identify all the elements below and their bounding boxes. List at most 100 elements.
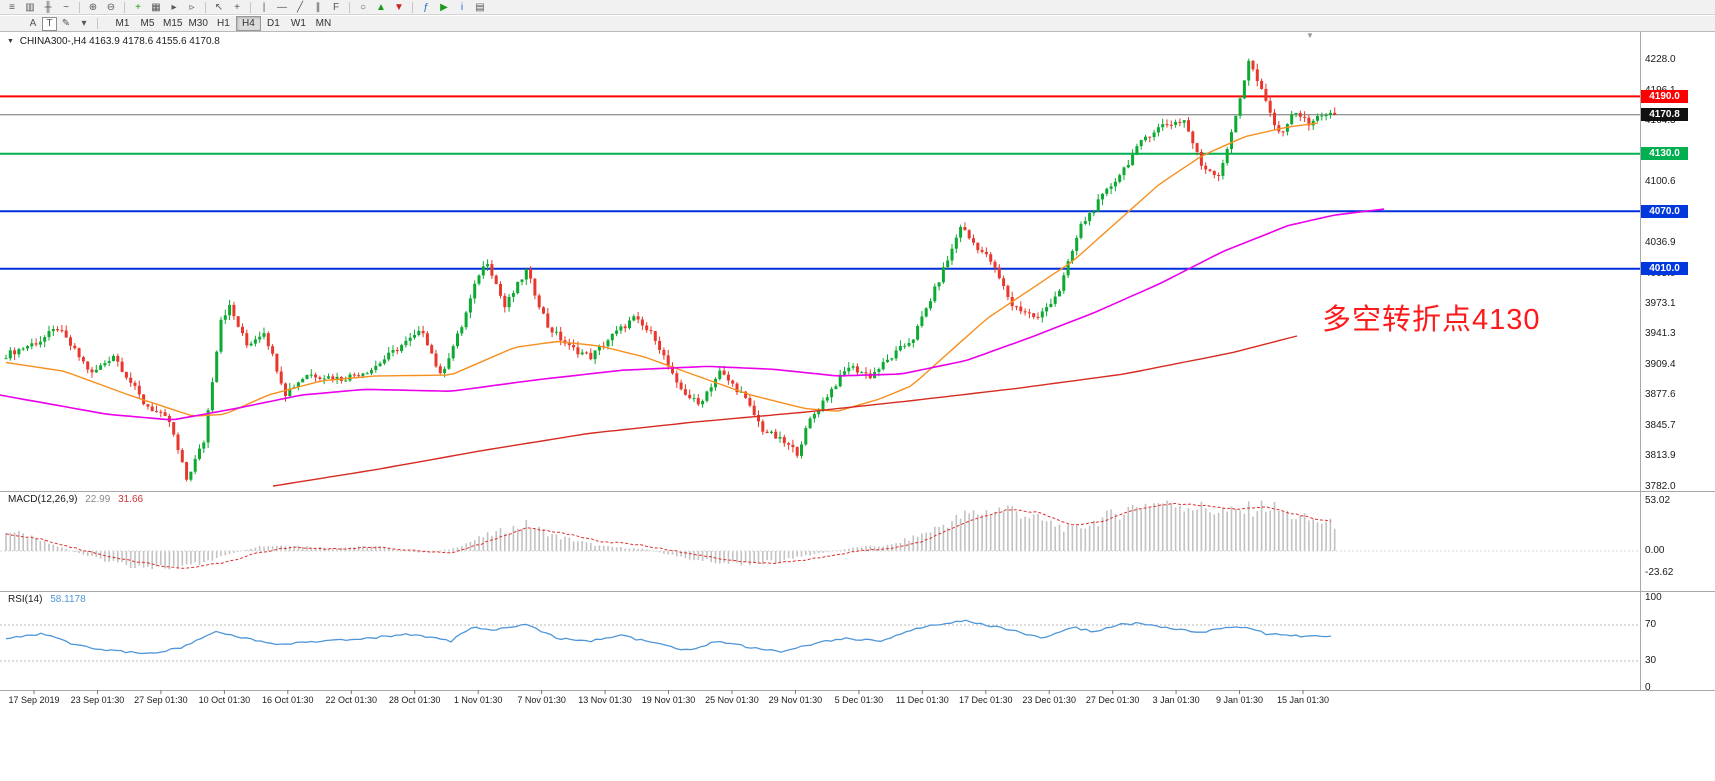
timeframe-w1-button[interactable]: W1 [286, 16, 311, 31]
timeframe-m5-button[interactable]: M5 [135, 16, 160, 31]
candlestick-chart-icon[interactable]: ╫ [44, 1, 52, 13]
toolbar-separator [79, 1, 80, 13]
chart-shift-icon[interactable]: ▹ [189, 1, 195, 13]
time-axis-label[interactable]: 1 Nov 01:30 [453, 695, 503, 705]
auto-scroll-icon[interactable]: ▸ [171, 1, 177, 13]
toolbar-separator [250, 1, 251, 13]
autotrading-icon[interactable]: ▶ [440, 1, 448, 13]
ma-mid-line [0, 208, 1385, 421]
time-axis-label[interactable]: 15 Jan 01:30 [1276, 695, 1330, 705]
shapes-icon[interactable]: ○ [359, 1, 367, 13]
rsi-indicator-label: RSI(14) 58.1178 [8, 594, 91, 605]
zoom-in-icon[interactable]: ⊕ [88, 1, 98, 13]
toolbars-menu-icon[interactable]: ≡ [9, 1, 15, 13]
macd-name: MACD(12,26,9) [8, 494, 78, 505]
macd-indicator-label: MACD(12,26,9) 22.99 31.66 [8, 494, 148, 505]
price-axis-label[interactable]: 3941.3 [1645, 328, 1676, 340]
macd-main-value: 22.99 [85, 494, 111, 505]
toolbar-separator [124, 1, 125, 13]
line-chart-icon[interactable]: ~ [63, 1, 69, 13]
text-annotation-tool-icon[interactable]: A [29, 18, 37, 29]
timeframe-mn-button[interactable]: MN [311, 16, 336, 31]
timeframe-h4-button[interactable]: H4 [235, 16, 261, 31]
timeframe-h1-button[interactable]: H1 [211, 16, 236, 31]
arrow-up-icon[interactable]: ▲ [376, 1, 386, 13]
price-axis-label[interactable]: 3845.7 [1645, 420, 1676, 431]
bar-chart-icon[interactable]: ▥ [25, 1, 35, 13]
time-axis-label[interactable]: 25 Nov 01:30 [705, 695, 759, 705]
charts-grid-icon[interactable]: ▦ [151, 1, 161, 13]
toolbar-separator [205, 1, 206, 13]
time-axis-label[interactable]: 27 Sep 01:30 [134, 695, 188, 705]
price-axis-label[interactable]: 3909.4 [1645, 359, 1676, 371]
timeframe-toolbar: M1 M5 M15 M30 H1 H4 D1 W1 MN [110, 16, 336, 31]
crayon-tool-icon[interactable]: ✎ [61, 18, 71, 29]
price-axis-label[interactable]: 3813.9 [1645, 450, 1676, 462]
macd-axis-label: 53.02 [1645, 494, 1671, 506]
timeframe-m15-button[interactable]: M15 [160, 16, 185, 31]
info-icon[interactable]: i [460, 1, 464, 13]
new-order-icon[interactable]: + [135, 1, 141, 13]
price-axis-label[interactable]: 4100.6 [1645, 175, 1676, 187]
time-axis-label[interactable]: 17 Sep 2019 [8, 695, 60, 705]
price-axis-label[interactable]: 3877.6 [1645, 389, 1676, 401]
rsi-axis-label: 70 [1645, 619, 1657, 630]
time-axis-label[interactable]: 7 Nov 01:30 [517, 695, 566, 705]
time-axis-label[interactable]: 29 Nov 01:30 [768, 695, 823, 705]
toolbar-separator [97, 18, 98, 29]
rsi-axis-label: 0 [1645, 682, 1651, 693]
templates-icon[interactable]: ▤ [475, 1, 485, 13]
line-tools-group: A T ✎ ▾ [24, 16, 93, 31]
price-level-badge-4010.0: 4010.0 [1641, 262, 1688, 276]
time-axis-label[interactable]: 17 Dec 01:30 [958, 695, 1013, 705]
macd-histogram [5, 500, 1336, 570]
time-axis-label[interactable]: 5 Dec 01:30 [834, 695, 884, 705]
text-box-tool-icon[interactable]: T [42, 16, 57, 31]
crayon-dropdown-icon[interactable]: ▾ [81, 18, 87, 29]
time-axis-label[interactable]: 10 Oct 01:30 [198, 695, 251, 705]
ma-slow-line [272, 335, 1298, 487]
chart-dropdown-icon[interactable]: ▼ [7, 37, 14, 45]
indicators-icon[interactable]: ƒ [423, 1, 429, 13]
time-axis-label[interactable]: 16 Oct 01:30 [262, 695, 314, 705]
timeframe-m30-button[interactable]: M30 [185, 16, 210, 31]
time-axis-label[interactable]: 23 Dec 01:30 [1022, 695, 1076, 705]
vertical-line-icon[interactable]: | [262, 1, 266, 13]
toolbar-separator [349, 1, 350, 13]
arrow-down-icon[interactable]: ▼ [394, 1, 404, 13]
timeframe-m1-button[interactable]: M1 [110, 16, 135, 31]
rsi-axis-label: 30 [1645, 655, 1657, 666]
autoscroll-marker-icon: ▼ [1306, 31, 1314, 40]
price-axis-label[interactable]: 4036.9 [1645, 236, 1676, 248]
price-axis-label[interactable]: 3782.0 [1645, 481, 1676, 492]
ma-fast-line [5, 122, 1319, 417]
horizontal-line-icon[interactable]: ― [277, 1, 287, 13]
zoom-out-icon[interactable]: ⊖ [106, 1, 116, 13]
time-axis-label[interactable]: 13 Nov 01:30 [578, 695, 632, 705]
cursor-icon[interactable]: ↖ [214, 1, 224, 13]
chart-title-text: CHINA300-,H4 4163.9 4178.6 4155.6 4170.8 [19, 36, 220, 47]
price-level-badge-4130.0: 4130.0 [1641, 147, 1688, 161]
macd-axis-label: -23.62 [1645, 567, 1674, 579]
time-axis-label[interactable]: 23 Sep 01:30 [70, 695, 125, 705]
toolbar-separator [412, 1, 413, 13]
channel-icon[interactable]: ∥ [315, 1, 321, 13]
price-axis-label[interactable]: 3973.1 [1645, 298, 1676, 310]
current-price-badge: 4170.8 [1641, 108, 1688, 122]
rsi-line [5, 619, 1332, 655]
trendline-icon[interactable]: ╱ [296, 1, 304, 13]
fibonacci-icon[interactable]: F [332, 1, 340, 13]
time-axis-label[interactable]: 19 Nov 01:30 [641, 695, 696, 705]
timeframe-d1-button[interactable]: D1 [261, 16, 286, 31]
price-axis-label[interactable]: 4228.0 [1645, 54, 1676, 65]
time-axis-label[interactable]: 22 Oct 01:30 [325, 695, 378, 705]
crosshair-icon[interactable]: + [234, 1, 240, 13]
chart-title[interactable]: ▼ CHINA300-,H4 4163.9 4178.6 4155.6 4170… [7, 36, 220, 47]
time-axis-label[interactable]: 27 Dec 01:30 [1085, 695, 1140, 705]
time-axis-label[interactable]: 9 Jan 01:30 [1216, 695, 1264, 705]
rsi-name: RSI(14) [8, 594, 43, 605]
time-axis-label[interactable]: 28 Oct 01:30 [388, 695, 441, 705]
time-axis-label[interactable]: 11 Dec 01:30 [895, 695, 949, 705]
time-axis-label[interactable]: 3 Jan 01:30 [1152, 695, 1200, 705]
